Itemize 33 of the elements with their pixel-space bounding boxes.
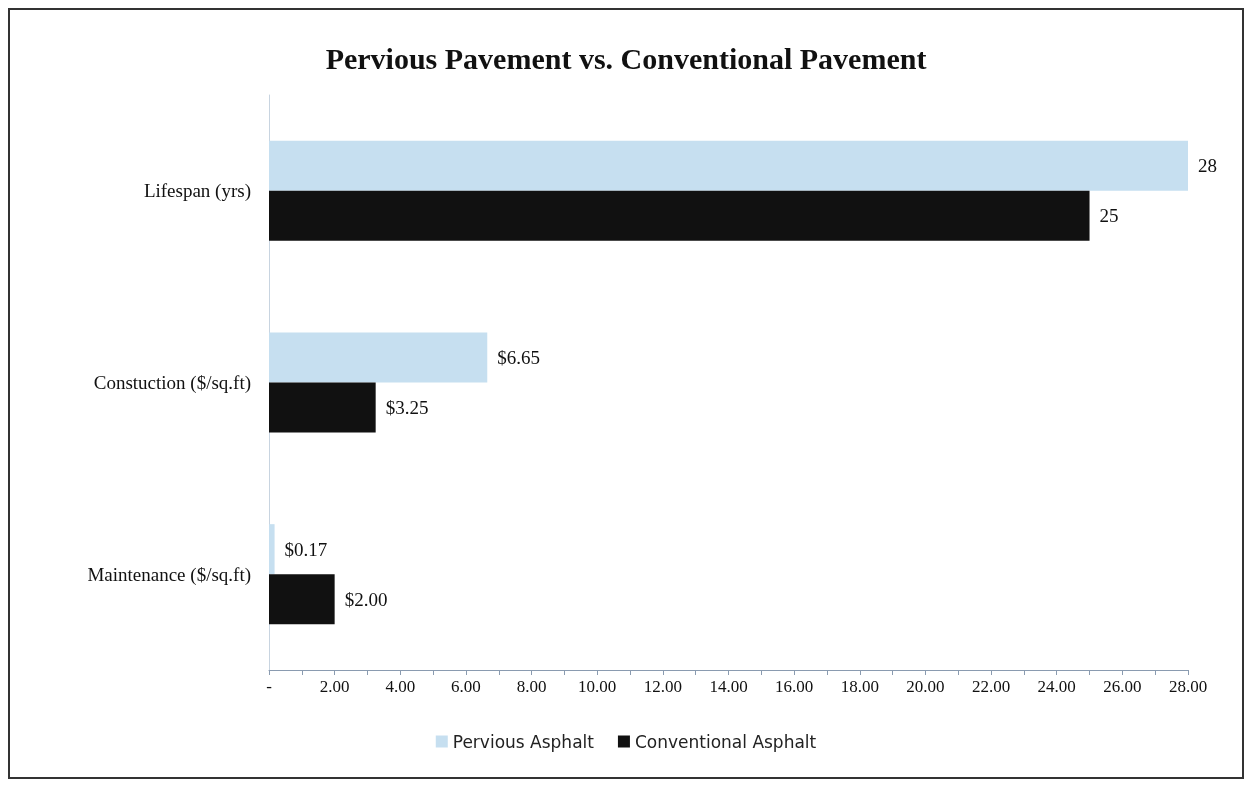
bar [269,574,335,625]
legend-label: Pervious Asphalt [452,731,595,752]
x-tick-label: - [266,677,273,696]
bar [269,140,1188,191]
x-tick-label: 28.00 [1168,677,1208,696]
x-tick-label: 12.00 [643,677,682,696]
y-tick-label: Constuction ($/sq.ft) [93,372,251,394]
data-label: 28 [1198,155,1217,177]
x-tick-label: 20.00 [906,677,945,696]
bar [269,382,376,433]
x-tick-label: 2.00 [319,677,350,696]
x-tick-label: 14.00 [709,677,748,696]
bar [269,524,275,575]
x-tick-label: 18.00 [840,677,879,696]
data-label: $0.17 [284,538,328,560]
legend-label: Conventional Asphalt [634,731,817,752]
x-tick-label: 16.00 [775,677,814,696]
data-label: $2.00 [344,588,388,610]
x-tick-label: 4.00 [385,677,416,696]
x-tick-label: 10.00 [578,677,617,696]
y-tick-label: Lifespan (yrs) [143,180,251,203]
bar [269,332,488,383]
chart-title: Pervious Pavement vs. Conventional Pavement [325,41,927,75]
x-tick-label: 26.00 [1103,677,1142,696]
data-label: $6.65 [497,347,541,368]
x-tick-label: 24.00 [1037,677,1076,696]
x-tick-label: 8.00 [516,677,547,696]
x-tick-label: 22.00 [971,677,1011,696]
x-tick-label: 6.00 [451,677,481,696]
data-label: $3.25 [385,397,429,418]
data-label: 25 [1099,205,1119,227]
bar [269,190,1090,241]
y-tick-label: Maintenance ($/sq.ft) [87,563,251,586]
